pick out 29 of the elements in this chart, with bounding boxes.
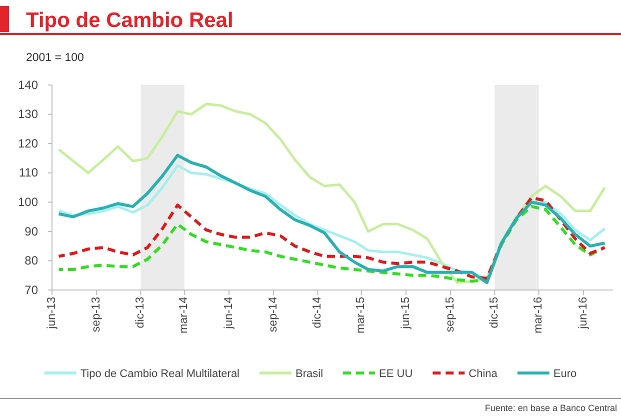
x-tick-label: jun-13	[46, 296, 58, 330]
y-tick-label: 130	[18, 107, 38, 122]
x-tick-label: sep-15	[444, 296, 456, 332]
x-tick-label: mar-15	[355, 296, 368, 334]
y-tick-label: 70	[24, 282, 38, 297]
x-tick-label: jun-15	[400, 296, 412, 330]
x-tick-label: dic-15	[488, 296, 501, 328]
x-tick-label: mar-16	[532, 296, 545, 334]
x-tick-label: dic-14	[312, 296, 324, 328]
x-tick-label: sep-13	[90, 296, 102, 332]
y-tick-label: 120	[18, 136, 38, 150]
source-note: Fuente: en base a Banco Central	[484, 403, 617, 413]
y-tick-label: 110	[18, 166, 38, 180]
x-tick-label: jun-14	[222, 296, 235, 330]
legend-label: Brasil	[296, 368, 324, 380]
legend-label: China	[468, 368, 498, 380]
legend-label: EE UU	[379, 368, 413, 380]
x-tick-label: jun-16	[577, 296, 590, 330]
chart-title: Tipo de Cambio Real	[26, 9, 234, 32]
legend-label: Euro	[553, 368, 577, 380]
y-tick-label: 140	[18, 78, 38, 92]
y-tick-label: 100	[18, 194, 38, 209]
y-tick-label: 80	[24, 254, 38, 268]
legend-label: Tipo de Cambio Real Multilateral	[80, 368, 240, 380]
x-tick-label: mar-14	[178, 296, 190, 334]
x-tick-label: sep-14	[267, 296, 280, 332]
x-tick-label: dic-13	[134, 296, 147, 328]
y-tick-label: 90	[24, 224, 38, 238]
chart-subtitle: 2001 = 100	[26, 52, 84, 64]
